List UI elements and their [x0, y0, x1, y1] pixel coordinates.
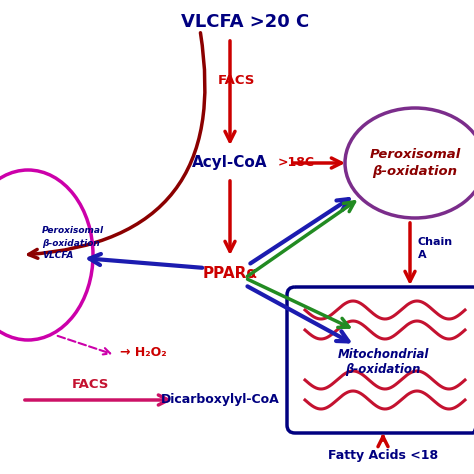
- Text: Acyl-CoA: Acyl-CoA: [192, 155, 268, 171]
- Text: PPARα: PPARα: [202, 265, 257, 281]
- Text: β-oxidation: β-oxidation: [373, 165, 457, 179]
- Text: VLCFA >20 C: VLCFA >20 C: [181, 13, 309, 31]
- Text: Peroxisomal: Peroxisomal: [42, 226, 104, 235]
- Text: Chain: Chain: [418, 237, 453, 247]
- Text: β-oxidation: β-oxidation: [346, 364, 421, 376]
- Text: >18C: >18C: [278, 156, 315, 170]
- Text: Fatty Acids <18: Fatty Acids <18: [328, 448, 438, 462]
- Text: Mitochondrial: Mitochondrial: [337, 348, 428, 362]
- Text: VLCFA: VLCFA: [42, 252, 73, 261]
- Text: Dicarboxylyl-CoA: Dicarboxylyl-CoA: [161, 393, 279, 407]
- Text: β-oxidation: β-oxidation: [42, 238, 100, 247]
- Text: FACS: FACS: [71, 379, 109, 392]
- Text: → H₂O₂: → H₂O₂: [120, 346, 167, 358]
- Text: A: A: [418, 250, 427, 260]
- Text: Peroxisomal: Peroxisomal: [369, 148, 461, 162]
- FancyArrowPatch shape: [28, 33, 205, 258]
- Text: FACS: FACS: [218, 73, 255, 86]
